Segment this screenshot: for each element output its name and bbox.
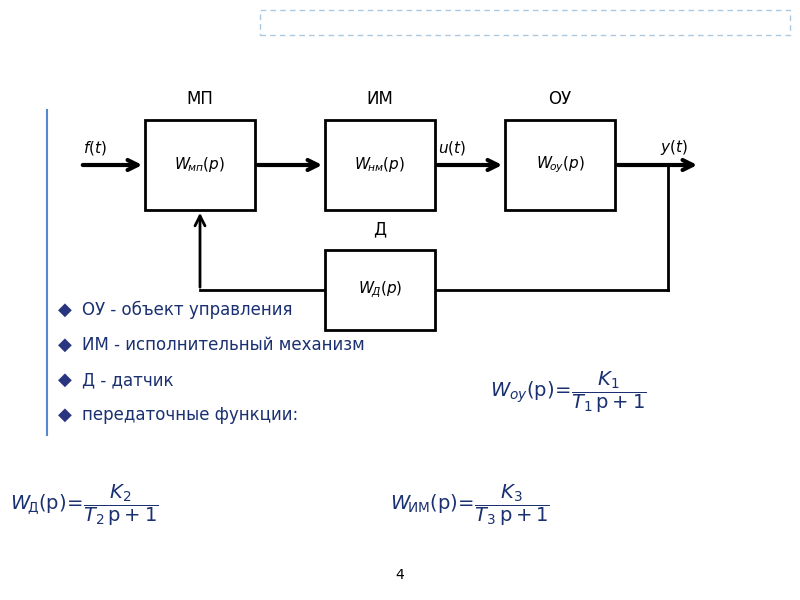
Text: МП: МП: [186, 90, 214, 108]
Text: $W_{\!оу}(p)$: $W_{\!оу}(p)$: [535, 155, 585, 175]
Text: $W_{\!\text{ИМ}}(\mathrm{p})\!=\!\dfrac{K_3}{T_3\,\mathrm{p}+1}$: $W_{\!\text{ИМ}}(\mathrm{p})\!=\!\dfrac{…: [390, 482, 550, 527]
Bar: [145, 120, 255, 210]
Text: ОУ: ОУ: [549, 90, 571, 108]
Text: $W_{\!Д}(p)$: $W_{\!Д}(p)$: [358, 280, 402, 301]
Text: передаточные функции:: передаточные функции:: [82, 406, 298, 424]
Text: ◆: ◆: [58, 371, 72, 389]
Text: 4: 4: [396, 568, 404, 582]
Text: ◆: ◆: [58, 406, 72, 424]
Bar: [260, 10, 790, 35]
Text: $W_{\!\text{Д}}(\mathrm{p})\!=\!\dfrac{K_2}{T_2\,\mathrm{p}+1}$: $W_{\!\text{Д}}(\mathrm{p})\!=\!\dfrac{K…: [10, 482, 158, 527]
Text: ИМ - исполнительный механизм: ИМ - исполнительный механизм: [82, 336, 365, 354]
Bar: [325, 120, 435, 210]
Text: ИМ: ИМ: [366, 90, 394, 108]
Text: Д: Д: [374, 220, 386, 238]
Text: ◆: ◆: [58, 301, 72, 319]
Text: $W_{oy}(\mathrm{p})\!=\!\dfrac{K_1}{T_1\,\mathrm{p}+1}$: $W_{oy}(\mathrm{p})\!=\!\dfrac{K_1}{T_1\…: [490, 370, 646, 415]
Bar: [505, 120, 615, 210]
Text: ◆: ◆: [58, 336, 72, 354]
Text: ОУ - объект управления: ОУ - объект управления: [82, 301, 293, 319]
Text: $f(t)$: $f(t)$: [83, 139, 107, 157]
Text: $W_{\!нм}(p)$: $W_{\!нм}(p)$: [354, 155, 406, 175]
Text: $W_{\!мп}(p)$: $W_{\!мп}(p)$: [174, 155, 226, 175]
Text: $u(t)$: $u(t)$: [438, 139, 466, 157]
Text: Д - датчик: Д - датчик: [82, 371, 174, 389]
Text: $y(t)$: $y(t)$: [660, 138, 688, 157]
Bar: [325, 250, 435, 330]
